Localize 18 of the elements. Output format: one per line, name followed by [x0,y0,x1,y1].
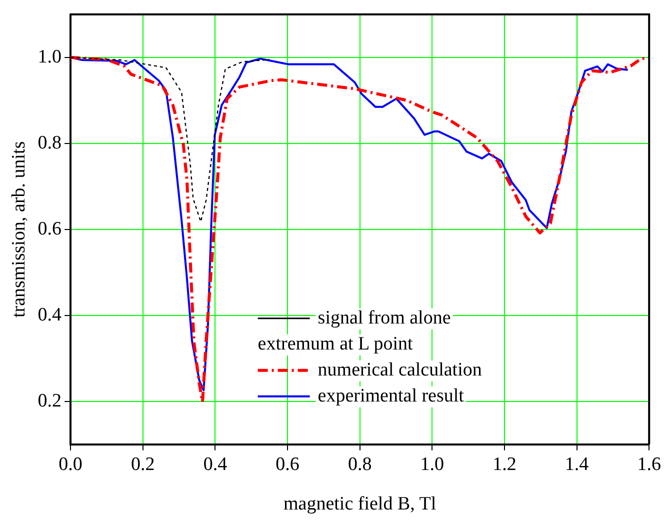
x-tick-label: 1.6 [637,454,661,475]
legend-label: numerical calculation [318,359,482,380]
y-tick-label: 0.4 [38,304,62,326]
x-tick-label: 1.0 [420,454,444,475]
x-tick-label: 0.6 [276,454,300,475]
y-axis-title: transmission, arb. units [8,141,30,318]
y-tick-label: 0.2 [38,390,62,412]
y-tick-label: 1.0 [38,46,62,68]
y-tick-label: 0.6 [38,218,62,240]
x-tick-label: 0.4 [203,454,228,475]
x-tick-label: 0.8 [348,454,372,475]
legend-label: experimental result [318,385,465,406]
y-tick-label: 0.8 [38,132,62,154]
x-tick-label: 0.2 [130,454,155,475]
x-axis-title: magnetic field B, Tl [284,494,436,515]
x-tick-label: 1.4 [564,454,590,475]
x-tick-label: 0.0 [58,454,82,475]
x-tick-label: 1.2 [492,454,516,475]
